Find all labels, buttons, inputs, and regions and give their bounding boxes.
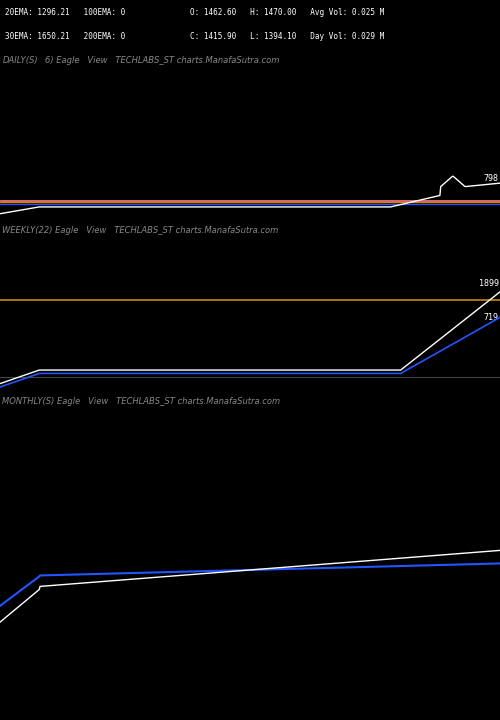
- Text: 798: 798: [484, 174, 498, 183]
- Text: 30EMA: 1650.21   200EMA: 0              C: 1415.90   L: 1394.10   Day Vol: 0.029: 30EMA: 1650.21 200EMA: 0 C: 1415.90 L: 1…: [5, 32, 384, 41]
- Text: 6) Eagle   View   TECHLABS_ST charts.ManafaSutra.com: 6) Eagle View TECHLABS_ST charts.ManafaS…: [45, 55, 280, 65]
- Text: WEEKLY(22) Eagle   View   TECHLABS_ST charts.ManafaSutra.com: WEEKLY(22) Eagle View TECHLABS_ST charts…: [2, 225, 279, 235]
- Text: 719: 719: [484, 313, 498, 322]
- Text: DAILY(S): DAILY(S): [2, 55, 38, 65]
- Text: MONTHLY(S) Eagle   View   TECHLABS_ST charts.ManafaSutra.com: MONTHLY(S) Eagle View TECHLABS_ST charts…: [2, 397, 280, 406]
- Text: 1899: 1899: [478, 279, 498, 288]
- Text: 20EMA: 1296.21   100EMA: 0              O: 1462.60   H: 1470.00   Avg Vol: 0.025: 20EMA: 1296.21 100EMA: 0 O: 1462.60 H: 1…: [5, 8, 384, 17]
